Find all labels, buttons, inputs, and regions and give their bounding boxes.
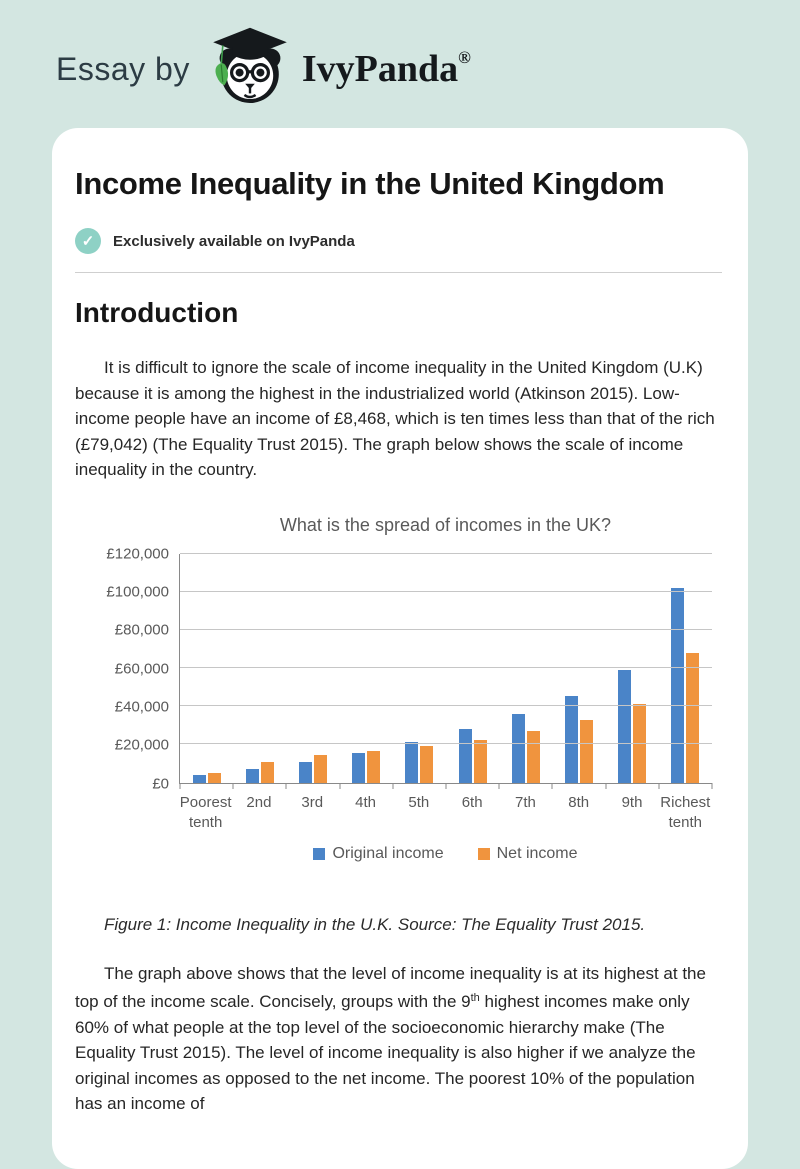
page-title: Income Inequality in the United Kingdom — [75, 166, 665, 201]
bar-net-income — [686, 652, 700, 783]
chart-plot-area — [179, 552, 713, 789]
legend-swatch-icon — [477, 847, 490, 860]
chart-title: What is the spread of incomes in the UK? — [279, 514, 612, 535]
bar-group-1 — [180, 554, 233, 783]
axis-tick — [445, 782, 447, 789]
ivypanda-logo-icon — [210, 26, 290, 113]
essay-card: Income Inequality in the United Kingdom … — [52, 128, 748, 1169]
chart-legend: Original income Net income — [179, 845, 712, 863]
axis-tick — [339, 782, 341, 789]
y-tick-label: £40,000 — [114, 698, 169, 716]
analysis-paragraph: The graph above shows that the level of … — [75, 961, 722, 1117]
brand-text: IvyPanda — [301, 48, 459, 90]
analysis-text-after: highest incomes make only 60% of what pe… — [75, 992, 696, 1113]
y-tick-label: £80,000 — [114, 621, 169, 639]
y-tick-label: £0 — [152, 775, 169, 792]
bar-original-income — [405, 742, 419, 783]
ordinal-superscript: th — [470, 992, 480, 1004]
axis-tick — [232, 782, 234, 789]
bar-net-income — [260, 762, 274, 783]
x-tick-label: 9th — [621, 793, 643, 811]
legend-label: Net income — [496, 844, 578, 862]
y-tick-label: £120,000 — [106, 545, 169, 562]
divider — [75, 272, 722, 273]
registered-mark: ® — [458, 48, 471, 67]
x-tick-label: Richest tenth — [660, 793, 711, 831]
bar-net-income — [367, 751, 381, 783]
bar-group-8 — [552, 554, 605, 783]
exclusive-badge: ✓ Exclusively available on IvyPanda — [75, 228, 722, 254]
bar-group-6 — [446, 554, 499, 783]
gridline — [180, 667, 712, 668]
bar-net-income — [207, 772, 221, 783]
axis-tick — [658, 782, 660, 789]
bar-group-3 — [286, 554, 339, 783]
bar-original-income — [245, 769, 259, 783]
gridline — [180, 628, 712, 630]
axis-tick — [285, 782, 287, 789]
essay-by-label: Essay by — [56, 50, 190, 87]
bar-group-5 — [393, 554, 446, 783]
bar-group-7 — [499, 554, 552, 783]
legend-swatch-icon — [313, 847, 326, 860]
axis-tick — [711, 782, 713, 789]
x-tick-label: 7th — [515, 793, 536, 811]
bar-original-income — [618, 669, 632, 783]
bar-net-income — [580, 719, 594, 783]
bar-group-10 — [659, 554, 712, 783]
bar-group-4 — [340, 554, 393, 783]
bar-original-income — [565, 695, 579, 783]
y-tick-label: £100,000 — [106, 583, 169, 601]
analysis-text-before: The graph above shows that the level of … — [75, 963, 706, 1012]
intro-paragraph: It is difficult to ignore the scale of i… — [75, 358, 715, 479]
bar-original-income — [299, 761, 312, 783]
legend-item: Original income — [313, 844, 444, 863]
exclusive-badge-label: Exclusively available on IvyPanda — [113, 232, 355, 250]
axis-tick — [605, 782, 607, 789]
bar-original-income — [458, 729, 472, 783]
x-tick-label: 4th — [355, 793, 376, 811]
bar-original-income — [671, 587, 685, 783]
bar-group-2 — [233, 554, 286, 783]
bar-group-9 — [606, 554, 659, 783]
bar-original-income — [192, 774, 206, 783]
introduction-heading: Introduction — [75, 297, 239, 328]
x-tick-label: 2nd — [246, 793, 272, 811]
bar-net-income — [314, 754, 327, 783]
gridline — [180, 590, 712, 592]
figure-caption: Figure 1: Income Inequality in the U.K. … — [104, 914, 646, 934]
x-tick-label: 8th — [568, 793, 590, 811]
x-tick-label: 6th — [461, 793, 483, 811]
x-tick-label: Poorest tenth — [179, 793, 232, 831]
gridline — [180, 743, 712, 745]
y-tick-label: £20,000 — [114, 736, 169, 754]
bar-original-income — [511, 713, 525, 783]
bar-original-income — [352, 752, 366, 783]
chart-y-axis-labels: £0 £20,000 £40,000 £60,000 £80,000 £100,000 £1… — [75, 545, 179, 792]
legend-label: Original income — [332, 844, 444, 862]
x-tick-label: 5th — [408, 793, 430, 811]
x-tick-label: 3rd — [301, 793, 324, 811]
bar-net-income — [526, 730, 540, 783]
gridline — [180, 705, 712, 707]
brand-name: IvyPanda® — [302, 47, 471, 91]
axis-tick — [551, 782, 553, 789]
y-tick-label: £60,000 — [114, 660, 169, 677]
bar-net-income — [473, 739, 487, 783]
checkmark-icon: ✓ — [75, 228, 101, 254]
axis-tick — [392, 782, 394, 789]
bar-net-income — [420, 746, 434, 783]
chart-bars — [180, 554, 712, 783]
axis-tick — [179, 782, 181, 789]
legend-item: Net income — [477, 844, 578, 863]
axis-tick — [498, 782, 500, 789]
chart-x-axis-labels: Poorest tenth 2nd 3rd 4th 5th 6th 7th 8th 9th Ric… — [179, 793, 712, 833]
income-chart: What is the spread of incomes in the UK?… — [75, 515, 722, 863]
site-header: Essay by IvyPanda® — [0, 0, 800, 128]
chart-body: £0 £20,000 £40,000 £60,000 £80,000 £100,000 £1… — [75, 545, 722, 792]
gridline — [180, 552, 712, 554]
